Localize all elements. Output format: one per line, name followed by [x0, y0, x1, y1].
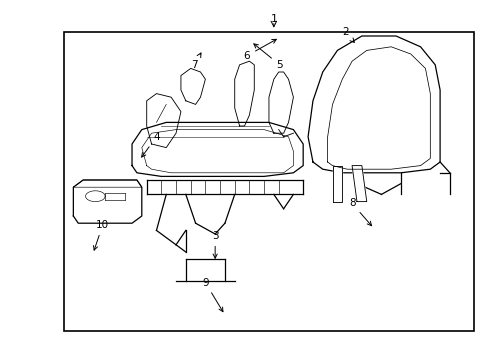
- Text: 7: 7: [190, 53, 201, 70]
- Polygon shape: [268, 72, 293, 133]
- Polygon shape: [307, 36, 439, 173]
- Polygon shape: [73, 180, 142, 223]
- Polygon shape: [234, 61, 254, 126]
- Text: 8: 8: [348, 198, 371, 226]
- Text: 2: 2: [341, 27, 354, 42]
- Polygon shape: [146, 94, 181, 148]
- Text: 3: 3: [211, 231, 218, 258]
- Text: 9: 9: [202, 278, 223, 312]
- Text: 4: 4: [142, 132, 160, 157]
- Text: 10: 10: [93, 220, 109, 250]
- Polygon shape: [351, 166, 366, 202]
- Text: 1: 1: [270, 14, 277, 24]
- Polygon shape: [332, 166, 342, 202]
- Polygon shape: [132, 122, 303, 176]
- Bar: [63, 32, 473, 331]
- Text: 6: 6: [243, 39, 276, 61]
- Text: 5: 5: [253, 44, 283, 70]
- Polygon shape: [181, 68, 205, 104]
